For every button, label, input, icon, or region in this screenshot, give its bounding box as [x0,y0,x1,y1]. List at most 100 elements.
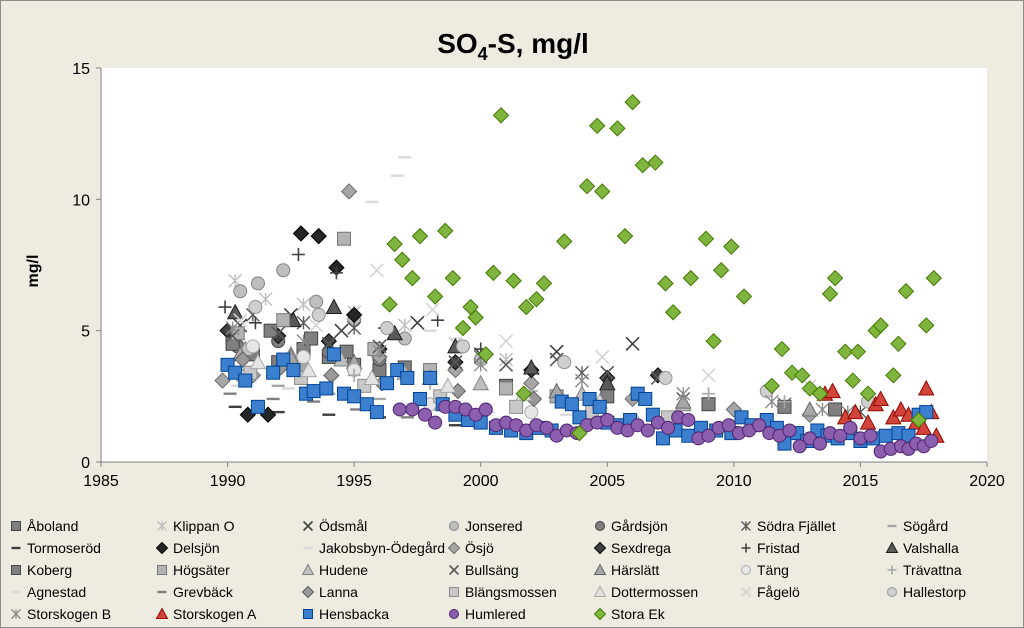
point-fagelo [498,334,514,349]
legend-item-fristad: Fristad [739,537,800,559]
legend-label: Hallestorp [903,584,967,600]
point-humlered [539,420,554,435]
legend-item-aboland: Åboland [9,515,78,537]
point-hogsater [337,231,352,246]
point-osjo [214,372,231,389]
point-dottermossen [300,361,317,378]
point-lanna [234,351,251,368]
point-hensbacka [380,376,395,391]
point-hogsater [276,313,291,328]
point-humlered [701,428,716,443]
legend-marker-icon [449,609,459,619]
point-stora-ek [477,346,494,363]
legend-item-jakobsbyn-odegard: Jakobsbyn-Ödegård [301,537,445,559]
point-hensbacka [592,399,607,414]
legend-item-hallestorp: Hallestorp [885,581,966,603]
point-fagelo [425,302,440,317]
legend-marker-icon [301,585,315,599]
legend-marker-icon [447,541,461,555]
point-stora-ek [712,262,730,279]
point-delsjon [310,227,327,245]
legend-marker-icon [741,565,751,575]
point-stora-ek [763,377,781,395]
legend-marker-icon [887,565,897,575]
point-storskogen-a [859,414,877,430]
point-stora-ek [394,251,411,268]
point-hensbacka [347,389,362,404]
legend-label: Lanna [319,584,358,600]
legend-marker-icon [155,607,169,619]
legend-marker-icon [157,521,167,531]
legend-marker-icon [885,541,899,553]
point-hensbacka [369,405,384,420]
point-storskogen-a [892,400,910,417]
legend-item-sogard: Sögård [885,515,948,537]
point-storskogen-a [872,390,890,406]
legend-item-harslatt: Härslätt [593,559,659,581]
point-humlered [428,415,443,430]
point-jonsered [309,294,324,309]
legend-item-bullsang: Bullsäng [447,559,519,581]
legend-marker-icon [11,609,21,619]
data-points [214,93,945,459]
point-stora-ek [664,304,682,321]
point-hensbacka [286,363,301,378]
point-humlered [782,423,797,438]
point-humlered [418,407,433,422]
point-stora-ek [697,230,715,247]
point-stora-ek [682,269,700,287]
legend: Åboland Klippan O Ödsmål Jonsered Gårdsjön Sö… [9,515,1019,627]
point-storskogen-a [824,382,841,399]
point-humlered [812,436,827,451]
x-tick-label: 1995 [336,473,372,490]
point-valshalla [523,358,540,375]
point-humlered [792,439,807,454]
point-stora-ek [735,288,753,305]
point-hensbacka [266,365,281,380]
scatter-chart: SO4-S, mg/l 1985 1990 1995 2000 2005 2010 2015… [25,28,1005,490]
legend-item-valshalla: Valshalla [885,537,959,559]
point-stora-ek [535,275,553,292]
point-stora-ek [723,238,740,255]
point-stora-ek [437,222,454,240]
point-humlered [833,428,848,443]
point-storskogen-b [764,394,779,409]
point-valshalla [226,303,244,320]
point-hensbacka [400,370,415,385]
point-stora-ek [571,424,588,442]
point-storskogen-a [917,379,935,396]
legend-item-fagelo: Fågelö [739,581,800,603]
legend-label: Valshalla [903,540,959,556]
point-hensbacka [564,397,579,412]
point-dottermossen [363,369,381,385]
point-stora-ek [609,120,626,137]
legend-item-lanna: Lanna [301,581,358,603]
legend-marker-icon [11,546,21,550]
legend-label: Stora Ek [611,606,665,622]
legend-item-humlered: Humlered [447,603,526,625]
point-fristad [248,316,262,330]
point-travattna [347,368,361,382]
point-koberg [304,331,319,346]
legend-marker-icon [887,524,897,528]
y-axis-label: mg/l [25,255,42,288]
point-stora-ek [505,272,522,289]
chart-title: SO4-S, mg/l [437,28,589,64]
legend-item-storskogen-a: Storskogen A [155,603,256,625]
legend-item-osjo: Ösjö [447,537,494,559]
point-fristad [329,266,343,280]
legend-label: Koberg [27,562,73,578]
legend-label: Ödsmål [319,518,368,534]
legend-marker-icon [449,587,459,597]
point-storskogen-b [676,386,691,401]
point-stora-ek [411,227,429,245]
point-fagelo [369,263,384,278]
legend-label: Åboland [27,518,79,534]
point-stora-ek [859,385,877,402]
point-stora-ek [426,288,444,305]
legend-marker-icon [741,521,751,531]
point-harslatt [801,400,819,417]
point-stora-ek [811,385,829,402]
point-tang [245,339,260,354]
